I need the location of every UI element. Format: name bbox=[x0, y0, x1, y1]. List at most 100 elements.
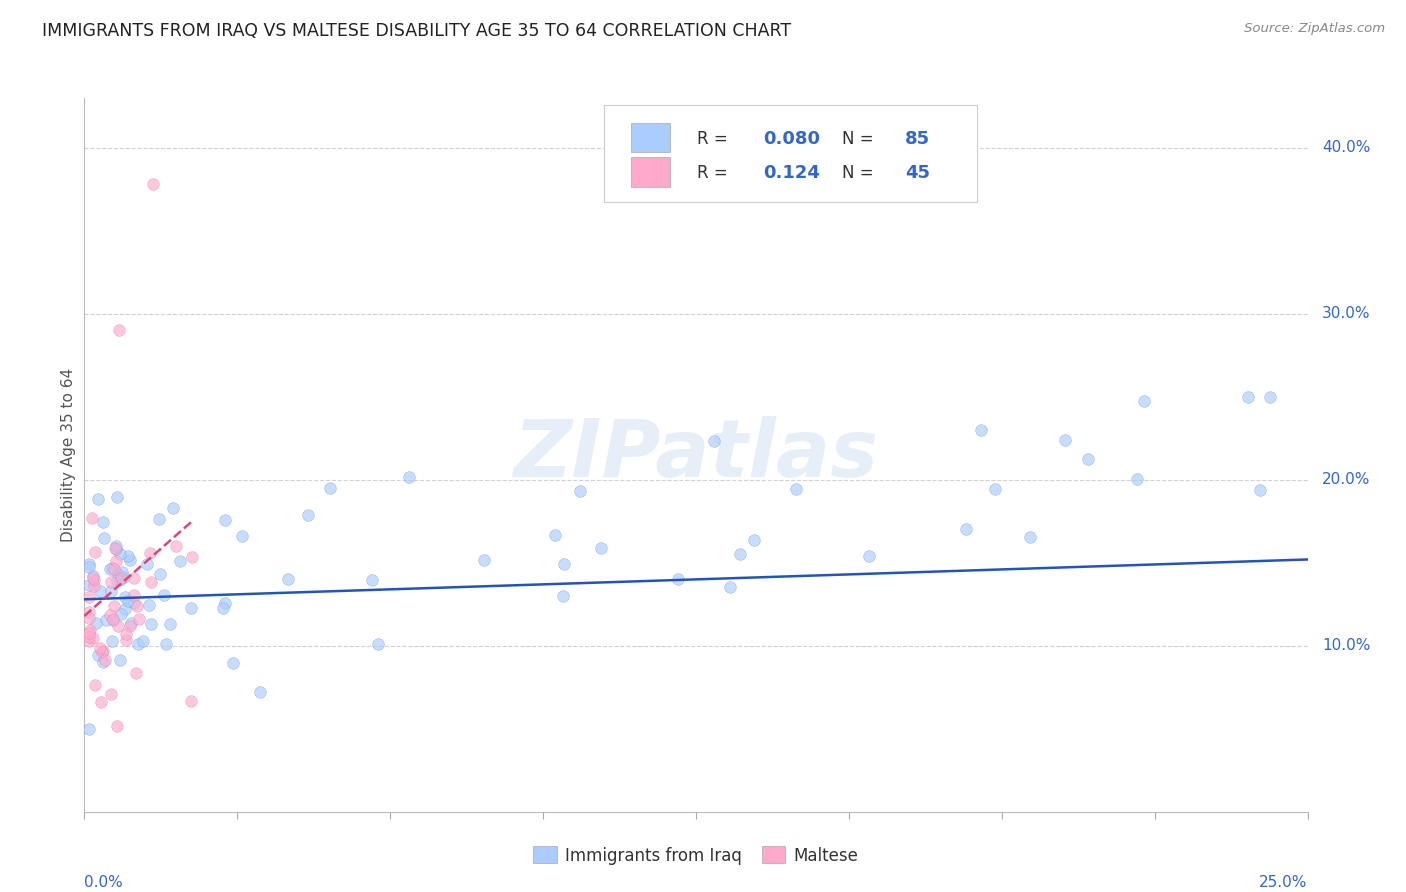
Point bbox=[666, 572, 689, 586]
Point bbox=[105, 573, 128, 587]
Point bbox=[1126, 472, 1149, 486]
Point bbox=[77, 560, 100, 574]
Point bbox=[162, 501, 184, 516]
Point bbox=[87, 648, 110, 662]
Point bbox=[984, 482, 1007, 496]
Point bbox=[361, 574, 384, 588]
Point bbox=[101, 613, 124, 627]
Point bbox=[1258, 390, 1281, 404]
Point bbox=[107, 619, 129, 633]
Point bbox=[117, 594, 139, 608]
Point bbox=[142, 178, 165, 192]
Point bbox=[82, 631, 104, 645]
Point bbox=[77, 590, 100, 604]
Point bbox=[115, 632, 138, 647]
Point bbox=[127, 599, 149, 614]
Point bbox=[181, 549, 204, 564]
Text: ZIPatlas: ZIPatlas bbox=[513, 416, 879, 494]
Point bbox=[553, 590, 575, 604]
Text: 45: 45 bbox=[905, 164, 931, 182]
Text: 0.0%: 0.0% bbox=[84, 875, 124, 890]
Point bbox=[553, 557, 575, 571]
Text: 0.080: 0.080 bbox=[763, 130, 820, 148]
Point bbox=[132, 634, 155, 648]
Point bbox=[103, 562, 125, 576]
Point bbox=[118, 553, 141, 567]
Point bbox=[84, 545, 107, 559]
Point bbox=[84, 615, 107, 630]
Point bbox=[139, 574, 162, 589]
Point bbox=[98, 562, 121, 576]
Point bbox=[77, 578, 100, 592]
Point bbox=[180, 693, 202, 707]
Point bbox=[543, 527, 565, 541]
Point bbox=[77, 611, 100, 625]
Text: R =: R = bbox=[697, 130, 733, 148]
Point bbox=[82, 511, 104, 525]
Point bbox=[96, 613, 118, 627]
Point bbox=[104, 539, 127, 553]
Point bbox=[149, 566, 172, 581]
Point bbox=[125, 665, 148, 680]
Text: N =: N = bbox=[842, 164, 879, 182]
Point bbox=[94, 653, 117, 667]
Point bbox=[111, 565, 134, 579]
Point bbox=[118, 619, 141, 633]
Text: 30.0%: 30.0% bbox=[1322, 306, 1371, 321]
Point bbox=[108, 547, 131, 561]
Point bbox=[165, 540, 187, 554]
Point bbox=[127, 637, 149, 651]
Text: 85: 85 bbox=[905, 130, 931, 148]
Point bbox=[128, 612, 150, 626]
Point bbox=[139, 617, 162, 632]
FancyBboxPatch shape bbox=[605, 105, 977, 202]
Text: R =: R = bbox=[697, 164, 733, 182]
Point bbox=[152, 588, 174, 602]
Point bbox=[100, 634, 122, 648]
Point bbox=[114, 627, 136, 641]
Point bbox=[117, 549, 139, 563]
Point bbox=[91, 515, 114, 529]
Text: N =: N = bbox=[842, 130, 879, 148]
Point bbox=[82, 571, 104, 585]
Point bbox=[277, 572, 299, 586]
Point bbox=[100, 688, 122, 702]
Point bbox=[100, 574, 122, 589]
Text: IMMIGRANTS FROM IRAQ VS MALTESE DISABILITY AGE 35 TO 64 CORRELATION CHART: IMMIGRANTS FROM IRAQ VS MALTESE DISABILI… bbox=[42, 22, 792, 40]
Point bbox=[77, 557, 100, 571]
Point bbox=[138, 598, 160, 612]
Point bbox=[103, 612, 125, 626]
Point bbox=[1237, 390, 1260, 404]
Point bbox=[122, 571, 145, 585]
Y-axis label: Disability Age 35 to 64: Disability Age 35 to 64 bbox=[60, 368, 76, 542]
Point bbox=[77, 723, 100, 737]
Point bbox=[104, 554, 127, 568]
Point bbox=[155, 637, 177, 651]
Point bbox=[249, 685, 271, 699]
Point bbox=[589, 541, 612, 555]
Point bbox=[180, 600, 202, 615]
Point bbox=[91, 655, 114, 669]
Point bbox=[89, 641, 111, 656]
Point bbox=[77, 634, 100, 648]
Point bbox=[114, 590, 136, 604]
Point bbox=[718, 580, 741, 594]
Point bbox=[728, 547, 751, 561]
Legend: Immigrants from Iraq, Maltese: Immigrants from Iraq, Maltese bbox=[527, 839, 865, 871]
Point bbox=[1018, 530, 1040, 544]
Point bbox=[569, 483, 592, 498]
Point bbox=[110, 607, 132, 622]
Point bbox=[969, 423, 991, 437]
Point bbox=[90, 695, 112, 709]
Point bbox=[114, 602, 136, 616]
Point bbox=[120, 616, 142, 631]
Point bbox=[1249, 483, 1271, 497]
Point bbox=[742, 533, 765, 548]
Point bbox=[98, 608, 121, 623]
Point bbox=[87, 491, 110, 506]
Point bbox=[110, 574, 132, 588]
Point bbox=[785, 482, 807, 496]
Point bbox=[297, 508, 319, 522]
Point bbox=[398, 469, 420, 483]
Point bbox=[148, 512, 170, 526]
